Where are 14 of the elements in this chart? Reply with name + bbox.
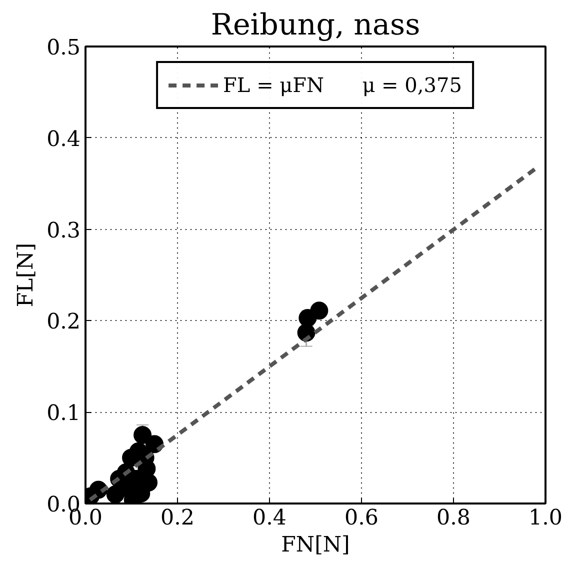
y-tick-label: 0.4 (46, 126, 81, 152)
y-tick-label: 0.2 (46, 310, 81, 335)
y-tick-label: 0.1 (46, 401, 81, 426)
x-axis-title: FN[N] (281, 532, 350, 558)
x-tick-label: 1.0 (528, 506, 562, 530)
x-tick-label: 0.6 (344, 506, 378, 530)
legend-label: FL = μFN μ = 0,375 (223, 73, 462, 97)
x-tick-label: 0.8 (436, 506, 470, 530)
y-axis-title: FL[N] (14, 242, 39, 308)
x-tick-label: 0.2 (160, 506, 194, 530)
y-tick-label: 0.3 (46, 218, 81, 244)
y-tick-label: 0.5 (46, 36, 81, 60)
chart-title: Reibung, nass (210, 8, 420, 42)
x-tick-label: 0.4 (252, 506, 286, 530)
